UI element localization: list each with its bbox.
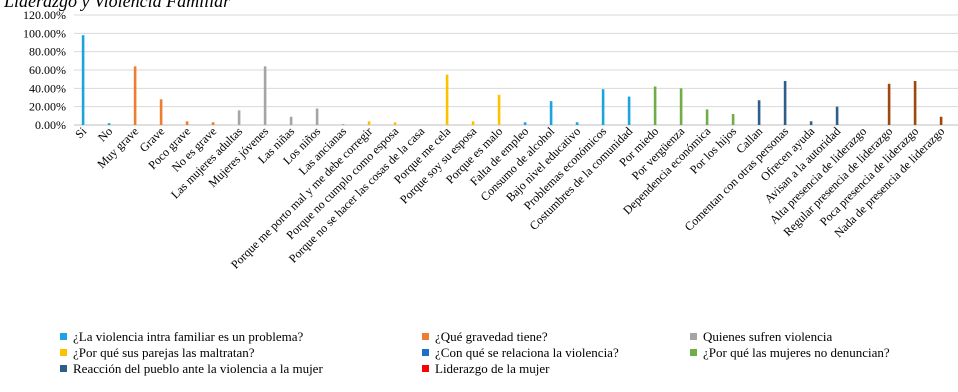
chart-title: Liderazgo y Violencia Familiar [4, 0, 231, 11]
y-tick-label: 100.00% [23, 26, 66, 40]
bar [679, 88, 683, 125]
bar [393, 122, 397, 125]
legend-swatch [690, 349, 697, 356]
bar [653, 86, 657, 125]
bar [315, 108, 319, 125]
legend-swatch [60, 333, 67, 340]
legend-swatch [422, 333, 429, 340]
legend-swatch [690, 333, 697, 340]
legend-label: ¿Por qué sus parejas las maltratan? [73, 345, 255, 360]
legend-item: ¿Por qué sus parejas las maltratan? [60, 346, 255, 360]
legend-label: Liderazgo de la mujer [435, 361, 550, 376]
bar [237, 110, 241, 125]
legend-item: ¿Qué gravedad tiene? [422, 330, 548, 344]
bar [211, 122, 215, 125]
legend-item: Quienes sufren violencia [690, 330, 832, 344]
bar [133, 66, 137, 125]
x-tick-label: Si [72, 124, 89, 141]
legend-item: Liderazgo de la mujer [422, 362, 549, 376]
legend-label: ¿Con qué se relaciona la violencia? [435, 345, 619, 360]
legend-label: Reacción del pueblo ante la violencia a … [73, 361, 323, 376]
bar [263, 66, 267, 125]
y-tick-label: 40.00% [29, 81, 66, 95]
bar [367, 121, 371, 125]
legend-swatch [60, 365, 67, 372]
legend-swatch [422, 349, 429, 356]
bar [809, 121, 813, 125]
bar [107, 123, 111, 125]
bar [471, 121, 475, 125]
legend-item: ¿Por qué las mujeres no denuncian? [690, 346, 890, 360]
bar [705, 109, 709, 125]
bar [523, 122, 527, 125]
legend-item: ¿La violencia intra familiar es un probl… [60, 330, 303, 344]
bar [445, 74, 449, 125]
legend-item: Reacción del pueblo ante la violencia a … [60, 362, 323, 376]
bar [159, 99, 163, 125]
y-tick-label: 120.00% [23, 8, 66, 22]
legend-item: ¿Con qué se relaciona la violencia? [422, 346, 619, 360]
bar [939, 116, 943, 125]
bar [757, 100, 761, 125]
bar [835, 106, 839, 125]
bar [627, 96, 631, 125]
bar [601, 89, 605, 125]
bars [81, 35, 943, 125]
x-tick-label: No [95, 124, 115, 144]
bar [185, 121, 189, 125]
legend-label: ¿Qué gravedad tiene? [435, 329, 548, 344]
y-tick-label: 60.00% [29, 63, 66, 77]
bar [81, 35, 85, 125]
legend-swatch [60, 349, 67, 356]
y-tick-label: 0.00% [35, 118, 66, 132]
bar [913, 81, 917, 125]
bar [783, 81, 787, 125]
y-axis-ticks: 120.00% 100.00% 80.00% 60.00% 40.00% 20.00% 0.… [23, 8, 66, 132]
legend-label: ¿Por qué las mujeres no denuncian? [703, 345, 890, 360]
legend-label: ¿La violencia intra familiar es un probl… [73, 329, 304, 344]
bar [497, 94, 501, 125]
legend-label: Quienes sufren violencia [703, 329, 833, 344]
y-tick-label: 20.00% [29, 100, 66, 114]
bar [341, 124, 345, 125]
y-tick-label: 80.00% [29, 45, 66, 59]
bar [575, 122, 579, 125]
bar [731, 114, 735, 125]
bar [289, 116, 293, 125]
bar [549, 101, 553, 125]
legend-swatch [422, 365, 429, 372]
gridlines [74, 14, 958, 126]
bar [887, 83, 891, 125]
